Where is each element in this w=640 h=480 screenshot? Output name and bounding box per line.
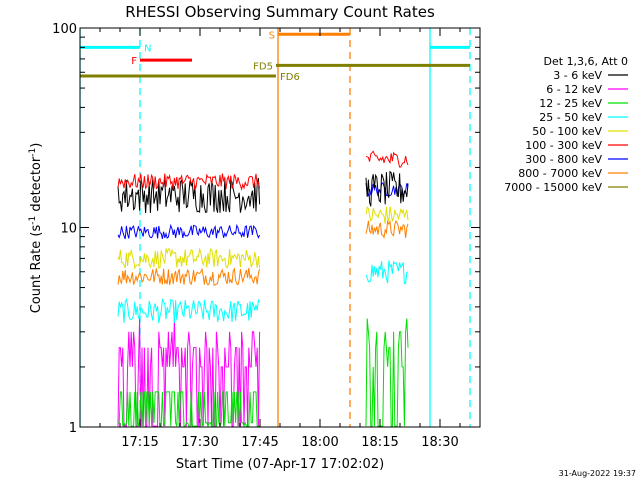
series-trace-0-1 bbox=[365, 170, 409, 207]
y-axis-label-mid: detector bbox=[29, 156, 44, 216]
flag-label-2: S bbox=[269, 30, 275, 41]
y-tick-label: 10 bbox=[60, 222, 77, 237]
chart-title: RHESSI Observing Summary Count Rates bbox=[125, 3, 435, 21]
series-trace-5-0 bbox=[117, 173, 261, 192]
flag-label-3: FD5 bbox=[253, 61, 273, 72]
legend-label-5: 100 - 300 keV bbox=[525, 139, 602, 152]
series-trace-5-1 bbox=[365, 150, 409, 168]
x-tick-label: 17:30 bbox=[181, 435, 218, 450]
legend-label-8: 7000 - 15000 keV bbox=[504, 181, 602, 194]
y-axis-label-end: ) bbox=[29, 143, 44, 148]
x-tick-label: 18:15 bbox=[361, 435, 398, 450]
y-tick-label: 1 bbox=[69, 421, 77, 436]
series-trace-2-0 bbox=[118, 391, 260, 427]
x-tick-label: 17:45 bbox=[241, 435, 278, 450]
series-trace-4-0 bbox=[117, 247, 261, 270]
flag-label-1: F bbox=[131, 56, 137, 67]
series-trace-3-0 bbox=[117, 297, 261, 324]
legend-header: Det 1,3,6, Att 0 bbox=[544, 55, 628, 68]
y-axis-label: Count Rate (s-1 detector-1) bbox=[28, 143, 44, 314]
axis-ticks: 17:15 17:30 17:45 18:00 18:15 18:30 1 10 100 bbox=[52, 22, 481, 450]
series-trace-4-1 bbox=[365, 205, 409, 224]
y-axis-label-main: Count Rate (s bbox=[29, 225, 44, 314]
legend-label-7: 800 - 7000 keV bbox=[518, 167, 602, 180]
x-axis-label: Start Time (07-Apr-17 17:02:02) bbox=[176, 457, 384, 472]
series-trace-0-0 bbox=[117, 177, 261, 214]
series-trace-7-1 bbox=[365, 219, 409, 240]
plot-contents bbox=[80, 28, 471, 427]
series-trace-6-1 bbox=[365, 182, 409, 197]
series-trace-3-1 bbox=[365, 260, 409, 285]
x-tick-label: 18:00 bbox=[301, 435, 338, 450]
series-trace-7-0 bbox=[117, 267, 261, 286]
flag-label-0: N bbox=[144, 43, 151, 54]
y-tick-label: 100 bbox=[52, 22, 77, 37]
legend-label-0: 3 - 6 keV bbox=[553, 69, 602, 82]
series-trace-2-1 bbox=[365, 318, 409, 427]
y-axis-label-sup1: -1 bbox=[28, 216, 38, 225]
date-stamp: 31-Aug-2022 19:37 bbox=[559, 469, 636, 478]
plot-area: NF S FD5 FD6 bbox=[80, 28, 471, 427]
legend-label-3: 25 - 50 keV bbox=[539, 111, 602, 124]
x-tick-label: 18:30 bbox=[421, 435, 458, 450]
legend-label-4: 50 - 100 keV bbox=[532, 125, 602, 138]
series-trace-1-0 bbox=[117, 318, 261, 427]
legend-label-2: 12 - 25 keV bbox=[539, 97, 602, 110]
x-tick-label: 17:15 bbox=[121, 435, 158, 450]
y-axis-label-sup2: -1 bbox=[28, 148, 38, 157]
series-trace-6-0 bbox=[117, 223, 261, 240]
legend-label-6: 300 - 800 keV bbox=[525, 153, 602, 166]
legend-label-1: 6 - 12 keV bbox=[546, 83, 602, 96]
flag-label-4: FD6 bbox=[280, 72, 300, 83]
